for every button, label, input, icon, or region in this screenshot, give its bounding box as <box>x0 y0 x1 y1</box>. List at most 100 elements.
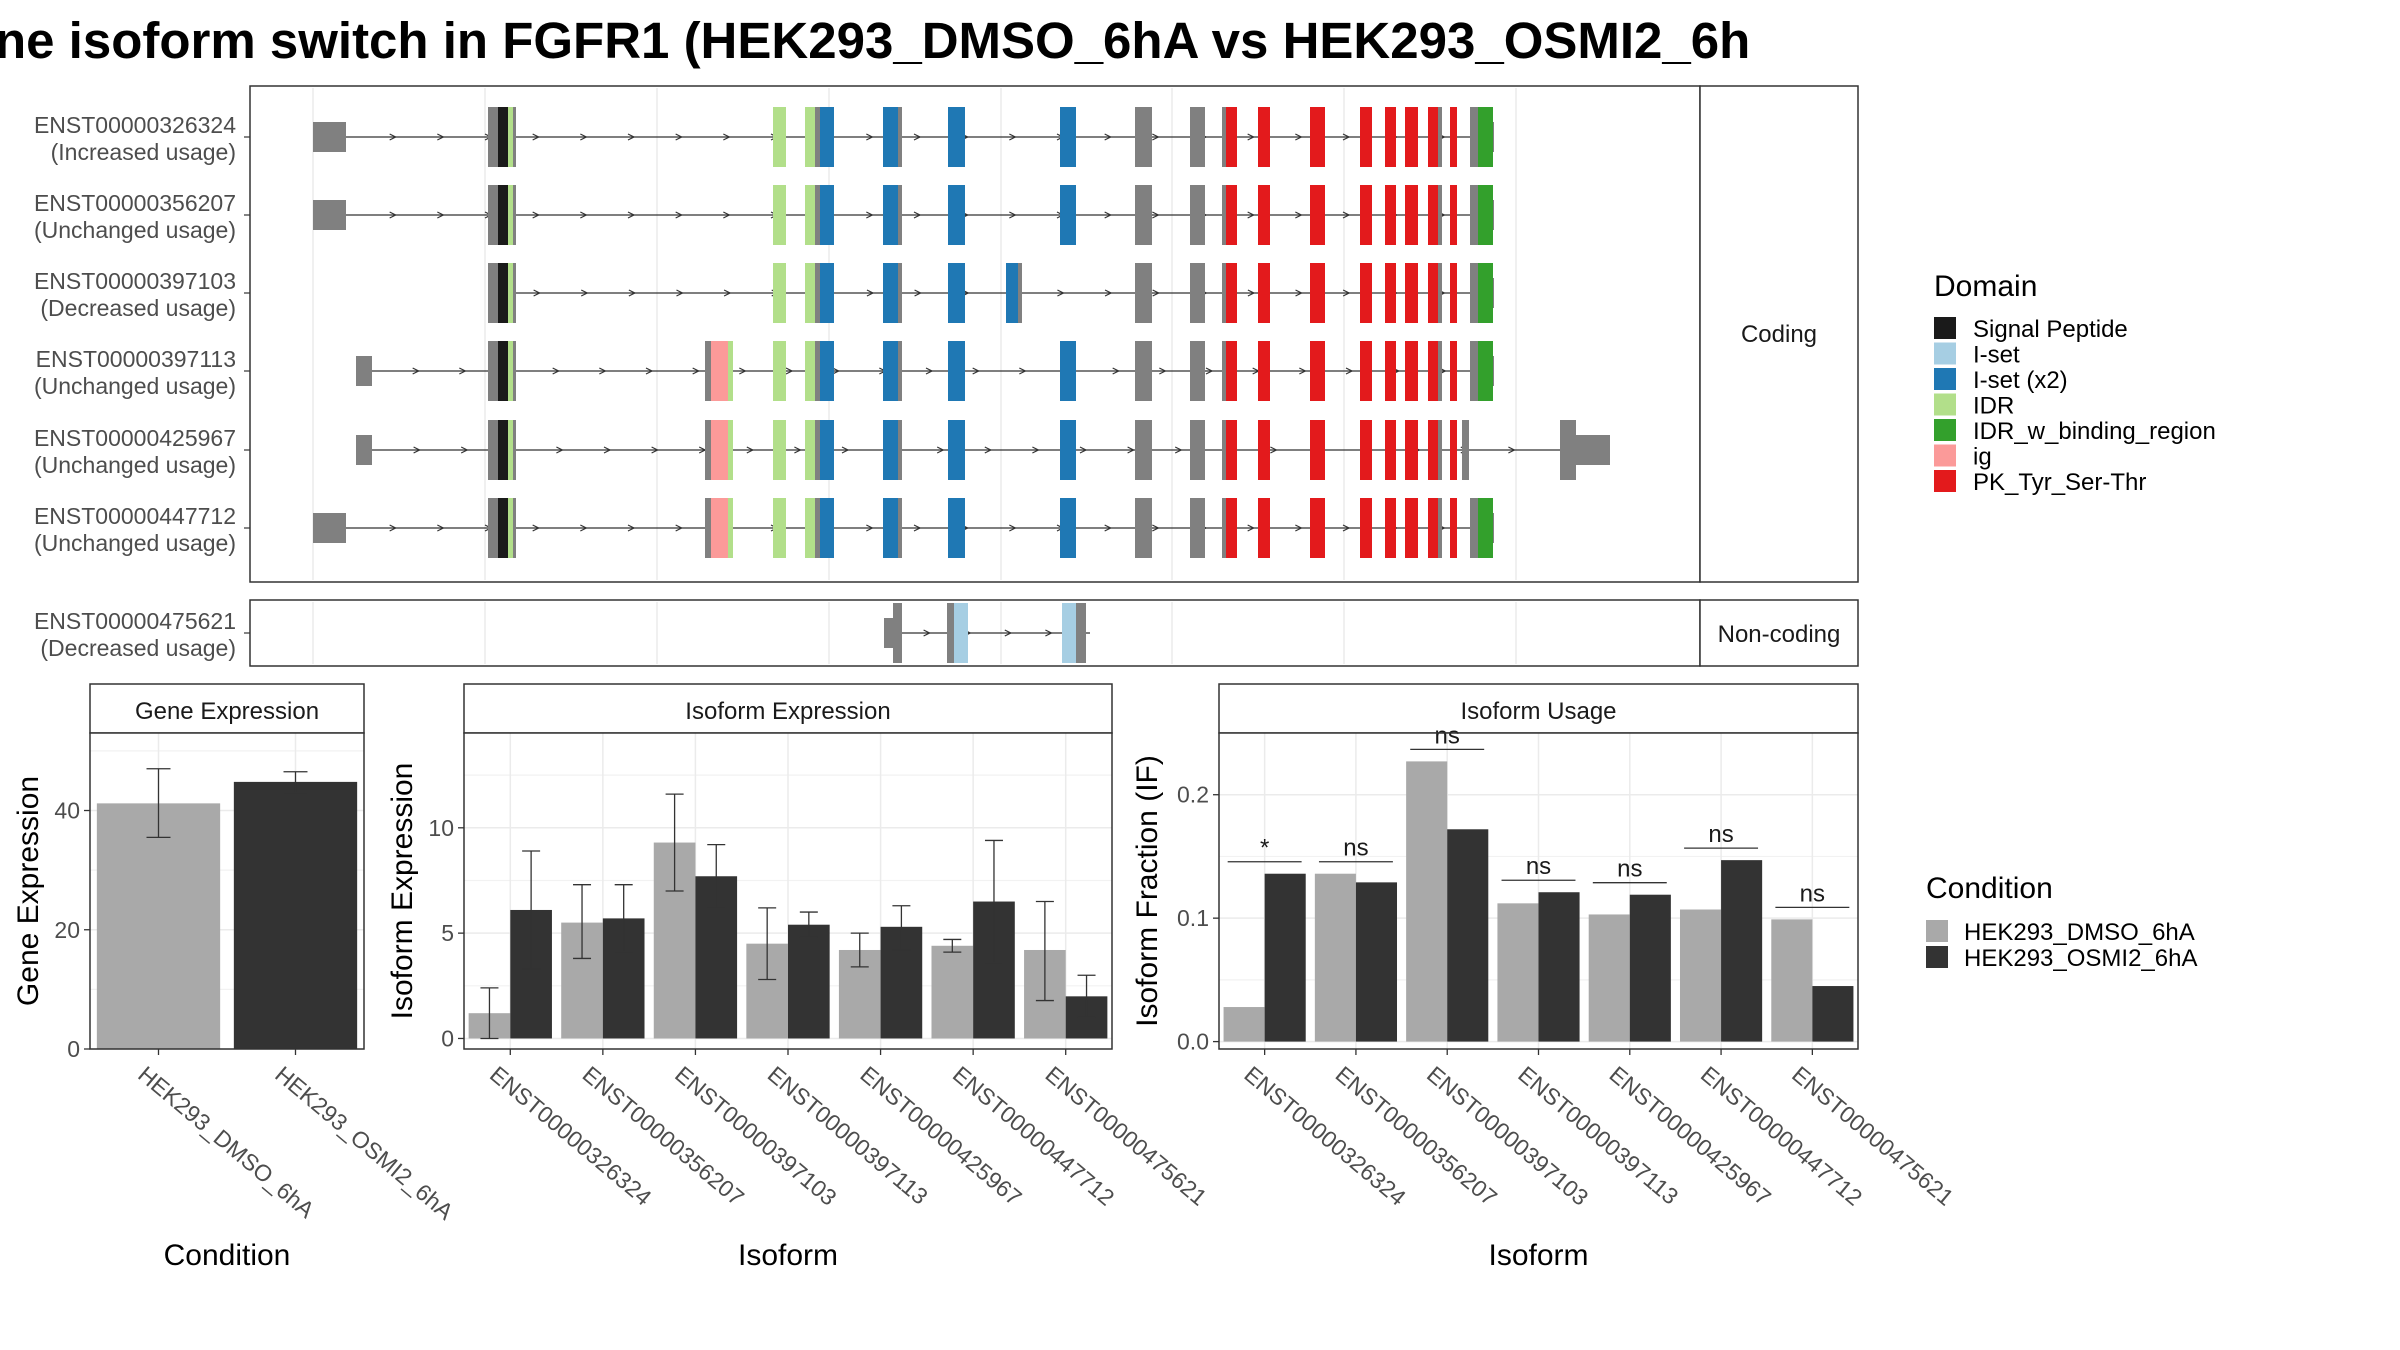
bar-panel-1: Isoform Expression0510ENST00000326324ENS… <box>386 683 1212 1272</box>
intron-arrow <box>437 133 445 141</box>
bar <box>1679 909 1722 1042</box>
exon <box>815 420 820 480</box>
exon <box>1222 420 1226 480</box>
x-tick-label: ENST00000356207 <box>1331 1061 1503 1211</box>
y-tick-label: 0 <box>441 1025 454 1051</box>
intron-arrow <box>1174 446 1183 454</box>
exon <box>898 341 902 401</box>
intron-arrow <box>1112 367 1121 375</box>
panel-strip-title: Isoform Usage <box>1460 698 1616 725</box>
domain-kinase <box>1450 263 1457 323</box>
panel-strip-title: Isoform Expression <box>685 698 890 725</box>
exon <box>898 420 902 480</box>
intron-arrow <box>913 524 922 532</box>
panel-strip-title: Gene Expression <box>135 698 319 725</box>
intron-arrow <box>1247 289 1256 297</box>
intron-arrow <box>1104 289 1113 297</box>
exon <box>815 341 820 401</box>
intron-arrow <box>1342 289 1351 297</box>
domain-kinase <box>1385 420 1396 480</box>
domain-idr <box>805 498 815 558</box>
exon <box>513 107 516 167</box>
exon <box>488 420 498 480</box>
legend-swatch <box>1934 317 1956 339</box>
intron-arrow <box>437 211 445 219</box>
domain-iset-x2 <box>820 263 834 323</box>
legend-swatch-dmso <box>1926 920 1948 942</box>
domain-kinase <box>1226 263 1237 323</box>
intron-arrow <box>460 446 469 454</box>
domain-kinase <box>1405 341 1418 401</box>
intron-arrow <box>1247 211 1256 219</box>
utr-exon <box>356 356 372 386</box>
domain-signal-peptide <box>498 420 508 480</box>
transcript-row-ENST00000425967 <box>356 420 1610 480</box>
domain-iset-x2 <box>820 185 834 245</box>
bar <box>1497 903 1539 1042</box>
intron-arrow <box>723 211 731 219</box>
intron-arrow <box>532 133 541 141</box>
exon <box>1190 341 1205 401</box>
domain-kinase <box>1405 185 1418 245</box>
y-axis-title: Gene Expression <box>12 776 45 1006</box>
legend-label: PK_Tyr_Ser-Thr <box>1973 469 2146 496</box>
intron-arrow <box>412 367 421 375</box>
domain-idr <box>773 185 786 245</box>
intron-arrow <box>746 446 755 454</box>
intron-arrow <box>459 367 467 375</box>
y-tick-label: 0.2 <box>1177 782 1209 808</box>
exon <box>1190 263 1205 323</box>
transcript-usage-label: (Decreased usage) <box>40 635 236 661</box>
x-tick-label: ENST00000425967 <box>855 1061 1027 1211</box>
legend-label-dmso: HEK293_DMSO_6hA <box>1964 919 2195 946</box>
intron-arrow <box>913 133 922 141</box>
domain-kinase <box>1428 107 1438 167</box>
exon <box>815 107 820 167</box>
intron-arrow <box>437 524 445 532</box>
intron-arrow <box>936 446 945 454</box>
intron-arrow <box>923 629 931 637</box>
domain-kinase <box>1258 341 1270 401</box>
exon <box>705 420 711 480</box>
domain-idr-binding <box>1478 498 1493 558</box>
y-tick-label: 0.1 <box>1177 905 1209 931</box>
intron-arrow <box>972 367 981 375</box>
legend-swatch <box>1934 342 1956 365</box>
intron-arrow <box>675 524 684 532</box>
domain-idr <box>805 420 815 480</box>
domain-kinase <box>1258 185 1270 245</box>
intron-arrow <box>1152 289 1161 297</box>
exon <box>1438 420 1442 480</box>
intron-arrow <box>1270 446 1278 454</box>
exon <box>1438 341 1442 401</box>
domain-iset-x2 <box>820 107 834 167</box>
figure-title: ne isoform switch in FGFR1 (HEK293_DMSO_… <box>0 12 1750 69</box>
exon <box>1135 263 1152 323</box>
exon <box>1135 107 1152 167</box>
intron-arrow <box>413 446 421 454</box>
domain-kinase <box>1310 107 1325 167</box>
intron-arrow <box>676 289 684 297</box>
noncoding-strip <box>1699 599 1859 667</box>
coding-strip-label: Coding <box>1741 321 1817 348</box>
domain-iset-x2 <box>820 341 834 401</box>
exon <box>488 341 498 401</box>
domain-idr <box>805 107 815 167</box>
exon <box>513 498 516 558</box>
x-tick-label: ENST00000326324 <box>1239 1061 1411 1211</box>
exon <box>1190 420 1205 480</box>
utr-exon <box>313 200 346 230</box>
transcript-row-ENST00000475621 <box>884 603 1090 663</box>
domain-kinase <box>1258 263 1270 323</box>
domain-idr <box>773 107 786 167</box>
legend-swatch <box>1934 470 1956 492</box>
exon <box>947 603 954 663</box>
intron-arrow <box>1295 524 1303 532</box>
exon <box>898 185 902 245</box>
legend-swatch <box>1934 419 1956 441</box>
domain-signal-peptide <box>498 263 508 323</box>
exon <box>488 263 498 323</box>
intron-arrow <box>533 289 541 297</box>
domain-iset-x2 <box>883 263 898 323</box>
